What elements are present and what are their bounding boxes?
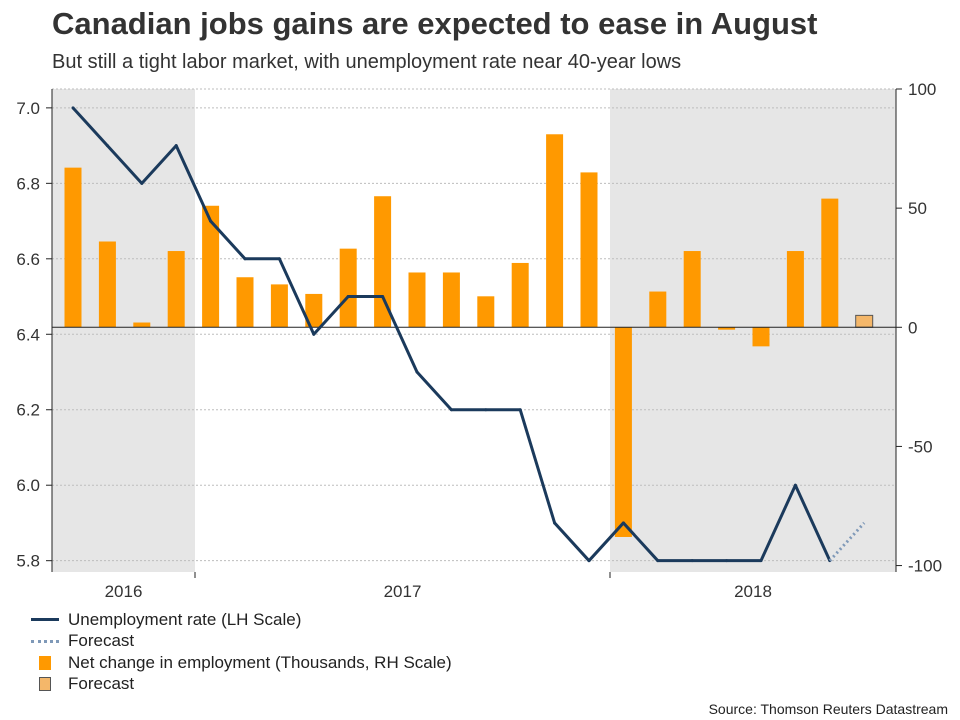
right-tick-label: 0 [908,318,917,337]
line-point [105,144,109,148]
line-point [209,219,213,223]
line-point [484,408,488,412]
right-tick-label: -100 [908,557,942,576]
left-tick-label: 6.8 [16,174,40,193]
bar [339,248,357,328]
legend-label: Forecast [68,674,135,694]
bar [546,134,564,328]
line-point [587,559,591,563]
line-point [140,181,144,185]
bar [821,198,839,328]
right-tick-label: -50 [908,437,933,456]
forecast-bar [855,314,874,328]
left-tick-label: 5.8 [16,552,40,571]
line-point [277,257,281,261]
bar [649,291,667,328]
line-point [381,295,385,299]
left-tick-label: 6.2 [16,401,40,420]
bar [305,293,323,328]
line-point [415,370,419,374]
line-point [656,559,660,563]
bar [270,284,288,328]
x-group-label: 2018 [734,582,772,600]
line-point [312,332,316,336]
x-group-label: 2017 [384,582,422,600]
legend-item-bar-forecast: Forecast [30,674,452,696]
line-point [553,521,557,525]
legend-label: Forecast [68,631,135,651]
bar [202,205,220,328]
bar [236,277,254,328]
line-point [725,559,729,563]
bar [442,272,460,328]
bar [64,167,82,328]
chart-subtitle: But still a tight labor market, with une… [52,51,682,73]
bar [718,327,736,330]
bar [683,251,701,328]
line-point [518,408,522,412]
bar [752,327,770,347]
legend-item-employment: Net change in employment (Thousands, RH … [30,652,452,674]
line-point [621,521,625,525]
legend-swatch-line [30,611,60,629]
legend: Unemployment rate (LH Scale) Forecast Ne… [30,609,452,695]
legend-swatch-bar [30,654,60,672]
right-tick-label: 50 [908,199,927,218]
bar [98,241,116,328]
line-point [243,257,247,261]
legend-swatch-forecast-bar [30,675,60,693]
legend-label: Net change in employment (Thousands, RH … [68,652,452,672]
line-point [793,483,797,487]
legend-swatch-dotted-line [30,632,60,650]
line-point [346,295,350,299]
chart-title: Canadian jobs gains are expected to ease… [52,6,818,41]
left-tick-label: 6.4 [16,325,40,344]
bar [614,327,632,537]
line-point [759,559,763,563]
bar [374,196,392,328]
legend-item-unemployment: Unemployment rate (LH Scale) [30,609,452,631]
legend-label: Unemployment rate (LH Scale) [68,609,302,629]
line-point [174,144,178,148]
bar [133,322,151,328]
bar [167,251,185,328]
forecast-line [828,521,866,562]
line-point [71,106,75,110]
left-tick-label: 6.0 [16,476,40,495]
line-point [449,408,453,412]
bar [786,251,804,328]
bar [477,296,495,328]
left-tick-label: 7.0 [16,99,40,118]
bar [408,272,426,328]
x-group-label: 2016 [105,582,143,600]
right-tick-label: 100 [908,80,936,99]
bar [511,262,529,328]
bar [580,172,598,328]
source-note: Source: Thomson Reuters Datastream [708,701,948,717]
chart: 5.8 6.0 6.2 6.4 6.6 6.8 7.0 -100 -50 0 50 100 2016 20… [16,80,942,600]
line-point [690,559,694,563]
legend-item-line-forecast: Forecast [30,631,452,653]
left-tick-label: 6.6 [16,250,40,269]
